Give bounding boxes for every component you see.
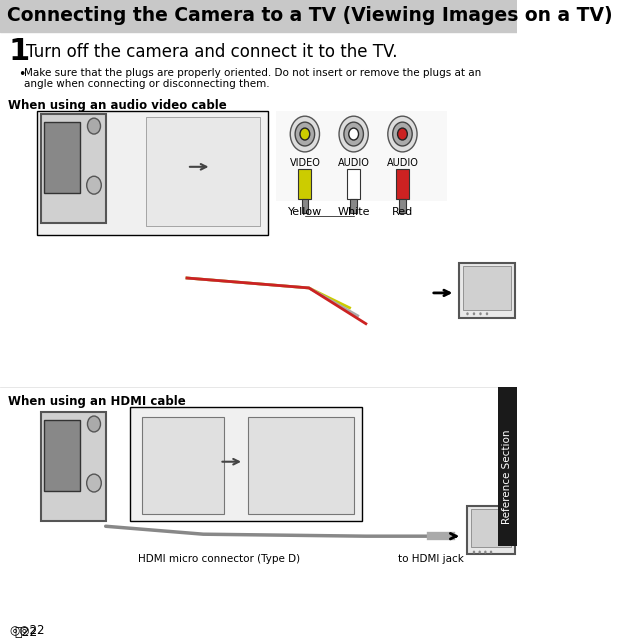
Circle shape bbox=[300, 128, 310, 140]
Bar bbox=[347, 169, 360, 199]
Text: to HDMI jack: to HDMI jack bbox=[398, 554, 464, 564]
Bar bbox=[459, 263, 515, 318]
Bar bbox=[44, 420, 80, 491]
Bar bbox=[130, 407, 362, 521]
Text: 1: 1 bbox=[8, 37, 29, 66]
Bar bbox=[301, 199, 308, 213]
Circle shape bbox=[478, 551, 481, 554]
Bar bbox=[142, 417, 224, 514]
Circle shape bbox=[466, 312, 469, 315]
Text: •: • bbox=[18, 67, 25, 81]
Bar bbox=[396, 169, 409, 199]
Bar bbox=[0, 0, 517, 32]
Text: AUDIO: AUDIO bbox=[338, 158, 370, 168]
Bar bbox=[37, 111, 268, 235]
Text: When using an audio video cable: When using an audio video cable bbox=[8, 99, 227, 112]
Text: angle when connecting or disconnecting them.: angle when connecting or disconnecting t… bbox=[24, 79, 270, 90]
Bar bbox=[462, 266, 511, 310]
Circle shape bbox=[349, 128, 359, 140]
Text: White: White bbox=[338, 206, 370, 217]
Circle shape bbox=[86, 176, 101, 194]
Circle shape bbox=[290, 116, 319, 152]
Bar bbox=[248, 417, 354, 514]
Circle shape bbox=[86, 474, 101, 492]
Circle shape bbox=[339, 116, 368, 152]
Bar bbox=[467, 506, 515, 554]
Text: Yellow: Yellow bbox=[287, 206, 322, 217]
Circle shape bbox=[480, 312, 481, 315]
Text: 🎥22: 🎥22 bbox=[15, 626, 38, 638]
Circle shape bbox=[484, 551, 487, 554]
Text: VIDEO: VIDEO bbox=[289, 158, 321, 168]
Bar bbox=[471, 510, 511, 547]
Text: When using an HDMI cable: When using an HDMI cable bbox=[8, 395, 186, 408]
Bar bbox=[41, 114, 106, 224]
Bar bbox=[277, 111, 447, 201]
Text: AUDIO: AUDIO bbox=[387, 158, 418, 168]
Text: Reference Section: Reference Section bbox=[502, 429, 513, 524]
Bar bbox=[399, 199, 406, 213]
Circle shape bbox=[392, 122, 412, 146]
Bar bbox=[41, 412, 106, 521]
Text: Red: Red bbox=[392, 206, 413, 217]
Circle shape bbox=[388, 116, 417, 152]
Circle shape bbox=[295, 122, 315, 146]
Bar bbox=[298, 169, 312, 199]
Bar bbox=[499, 387, 517, 546]
Text: Make sure that the plugs are properly oriented. Do not insert or remove the plug: Make sure that the plugs are properly or… bbox=[24, 67, 481, 78]
Circle shape bbox=[344, 122, 363, 146]
Circle shape bbox=[398, 128, 407, 140]
Bar bbox=[146, 117, 260, 226]
Text: ◎◎22: ◎◎22 bbox=[10, 624, 45, 637]
Text: Connecting the Camera to a TV (Viewing Images on a TV): Connecting the Camera to a TV (Viewing I… bbox=[6, 6, 612, 26]
Text: HDMI micro connector (Type D): HDMI micro connector (Type D) bbox=[138, 554, 300, 564]
Text: Turn off the camera and connect it to the TV.: Turn off the camera and connect it to th… bbox=[26, 43, 398, 61]
Circle shape bbox=[88, 416, 100, 432]
Bar bbox=[44, 122, 80, 193]
Circle shape bbox=[473, 551, 475, 554]
Circle shape bbox=[490, 551, 492, 554]
Circle shape bbox=[486, 312, 488, 315]
Circle shape bbox=[473, 312, 475, 315]
Bar bbox=[350, 199, 357, 213]
Circle shape bbox=[88, 118, 100, 134]
